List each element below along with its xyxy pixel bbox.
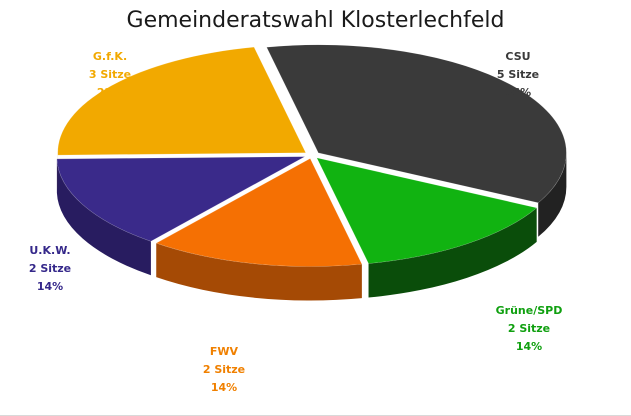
pie-side-ukw (56, 158, 151, 276)
slice-label-csu: CSU 5 Sitze 36% (478, 48, 558, 102)
pie-slice-gfk (57, 46, 307, 156)
slice-label-fwv-percent: 14% (210, 381, 238, 394)
pie-slice-fwv (155, 158, 363, 267)
pie-side-fwv (156, 243, 362, 301)
slice-label-gfk-seats: 3 Sitze (88, 68, 132, 81)
chart-title: Gemeinderatswahl Klosterlechfeld (126, 8, 505, 33)
slice-label-ukw-seats: 2 Sitze (28, 262, 72, 275)
slice-label-gfk: G.f.K. 3 Sitze 22% (70, 48, 150, 102)
pie-side-csu (538, 152, 567, 237)
slice-label-csu-percent: 36% (504, 86, 532, 99)
slice-label-csu-name: CSU (505, 50, 531, 63)
pie-side-gruene-spd (368, 207, 537, 298)
slice-label-csu-seats: 5 Sitze (496, 68, 540, 81)
slice-label-gruene-spd-name: Grüne/SPD (495, 304, 563, 317)
slice-label-ukw: U.K.W. 2 Sitze 14% (10, 242, 90, 296)
slice-label-fwv: FWV 2 Sitze 14% (184, 343, 264, 397)
slice-label-gfk-name: G.f.K. (92, 50, 128, 63)
pie-sides (56, 152, 567, 301)
slice-label-ukw-name: U.K.W. (29, 244, 71, 257)
slice-label-gruene-spd-seats: 2 Sitze (507, 322, 551, 335)
slice-label-gruene-spd-percent: 14% (515, 340, 543, 353)
slice-label-fwv-seats: 2 Sitze (202, 363, 246, 376)
slice-label-fwv-name: FWV (209, 345, 239, 358)
slice-label-ukw-percent: 14% (36, 280, 64, 293)
pie-slice-ukw (56, 156, 305, 242)
pie-tops (56, 44, 567, 267)
pie-slice-gruene-spd (316, 157, 538, 264)
slice-label-gruene-spd: Grüne/SPD 2 Sitze 14% (484, 302, 574, 356)
slice-label-gfk-percent: 22% (96, 86, 124, 99)
pie-slice-csu (266, 44, 567, 204)
